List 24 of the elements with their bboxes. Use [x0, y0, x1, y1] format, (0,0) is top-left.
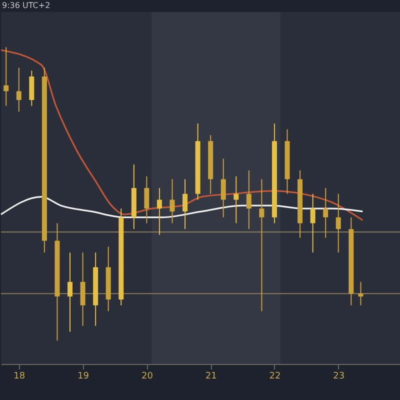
- x-tick-label: 23: [333, 372, 345, 382]
- candlestick: [144, 176, 150, 224]
- candlestick: [156, 188, 162, 236]
- x-tick-label: 20: [141, 372, 154, 382]
- candlestick: [336, 193, 341, 254]
- candlestick: [29, 70, 34, 106]
- candlestick: [4, 46, 9, 106]
- candlestick: [323, 188, 328, 238]
- x-tick-label: 18: [14, 372, 26, 382]
- candlestick: [220, 158, 226, 218]
- x-tick-label: 21: [205, 372, 217, 382]
- x-tick-label: 19: [78, 372, 90, 382]
- candlestick: [16, 67, 22, 112]
- candlestick: [310, 193, 316, 254]
- text: 9:36 UTC+2: [1, 0, 52, 12]
- candlestick: [170, 178, 175, 224]
- candlestick: [246, 170, 252, 230]
- candlestick: [182, 178, 188, 230]
- x-tick-label: 22: [269, 372, 281, 382]
- candlestick: [80, 252, 86, 326]
- candlestick: [358, 281, 364, 306]
- candlestick: [68, 252, 73, 332]
- candlestick: [259, 178, 264, 312]
- candlestick: [234, 176, 239, 224]
